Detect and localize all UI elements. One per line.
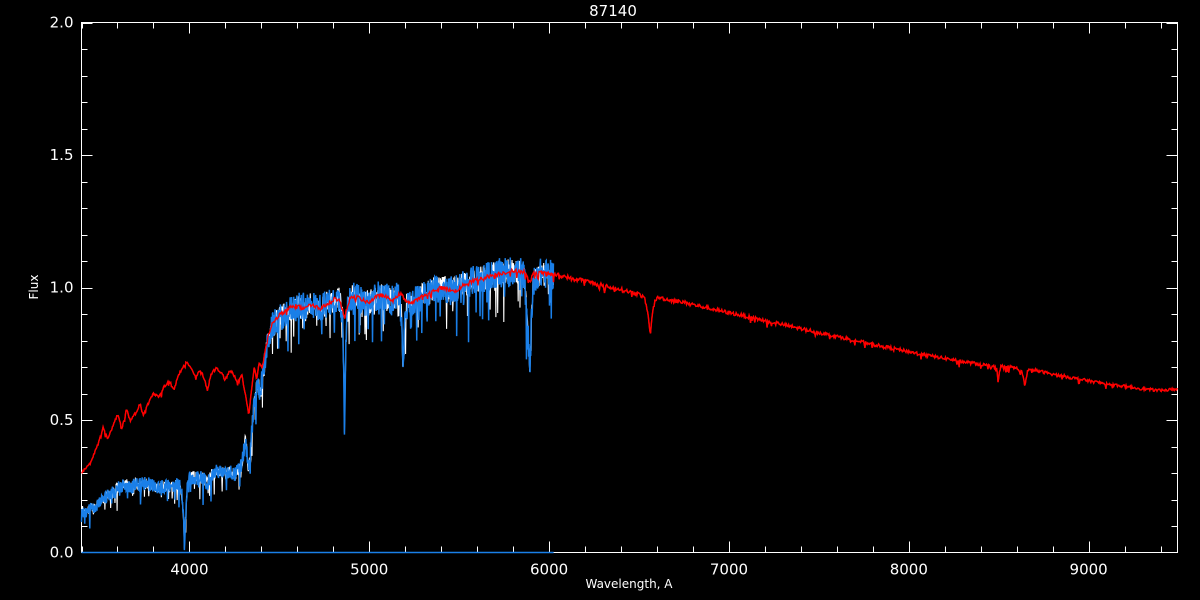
- y-tick-label: 1.0: [50, 279, 74, 297]
- x-tick-label: 6000: [530, 561, 568, 579]
- y-tick-label: 2.0: [50, 14, 74, 32]
- axes-frame: [80, 21, 1179, 554]
- y-axis-title: Flux: [27, 275, 41, 300]
- model-spectrum-trace-overlay: [81, 267, 1178, 474]
- series-layer: [80, 257, 1178, 554]
- x-tick-label: 7000: [710, 561, 748, 579]
- axes-ticks: [81, 22, 1178, 553]
- x-axis-title: Wavelength, A: [585, 577, 673, 591]
- y-tick-label: 0.5: [50, 411, 74, 429]
- x-tick-label: 9000: [1070, 561, 1108, 579]
- tick-labels: 4000 5000 6000 7000 8000 9000 0.0 0.5 1.0 1.5 2.0: [50, 14, 1108, 579]
- x-tick-label: 8000: [890, 561, 928, 579]
- plot-frame: [80, 21, 1179, 554]
- y-tick-label: 0.0: [50, 544, 74, 562]
- x-tick-label: 4000: [170, 561, 208, 579]
- page-title: 87140: [589, 2, 637, 20]
- x-tick-label: 5000: [350, 561, 388, 579]
- y-tick-label: 1.5: [50, 146, 74, 164]
